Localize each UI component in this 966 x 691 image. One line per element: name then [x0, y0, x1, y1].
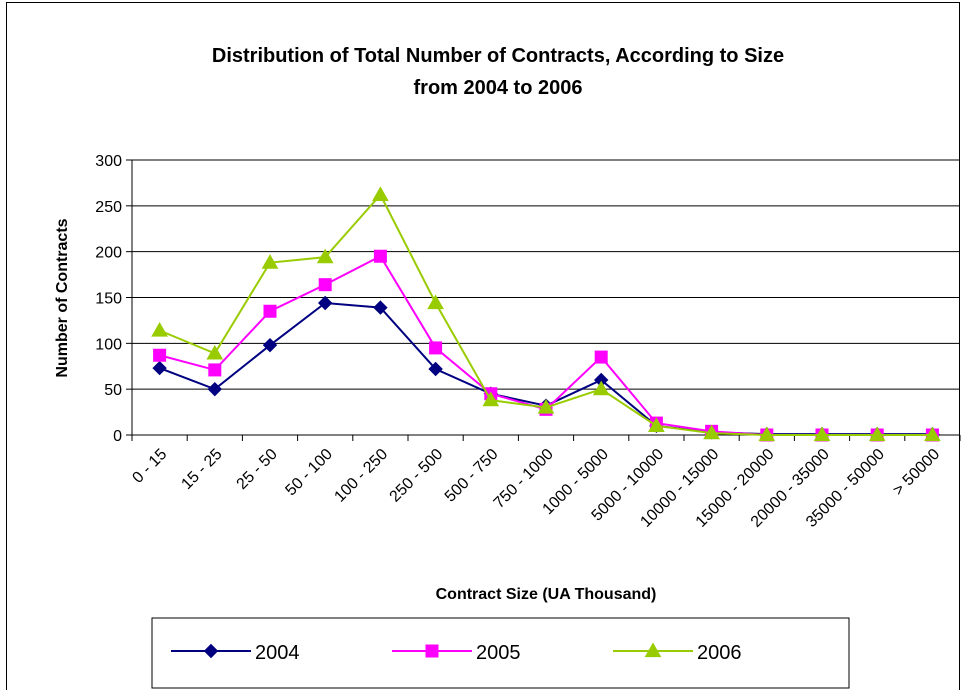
data-point-2006 — [813, 426, 831, 442]
data-point-2006 — [703, 424, 720, 440]
data-point-2005 — [373, 249, 387, 263]
data-point-2006 — [261, 254, 279, 269]
x-tick-label: 100 - 250 — [331, 446, 391, 506]
y-tick-label: 50 — [104, 382, 122, 399]
legend-marker-2006 — [644, 642, 662, 658]
data-point-2005 — [318, 278, 332, 292]
data-point-2006 — [206, 344, 224, 360]
legend-label-2006: 2006 — [697, 642, 742, 664]
data-point-2005 — [208, 363, 222, 377]
x-tick-label: 0 - 15 — [129, 446, 170, 487]
chart-title-line-2: from 2004 to 2006 — [414, 77, 583, 99]
data-point-2006 — [758, 426, 776, 442]
legend-marker-2005 — [425, 644, 439, 658]
data-point-2005 — [429, 341, 443, 355]
data-point-2005 — [594, 350, 608, 364]
y-tick-label: 150 — [95, 291, 122, 308]
legend-label-2004: 2004 — [255, 642, 300, 664]
x-tick-label: 25 - 50 — [234, 446, 281, 493]
data-point-2006 — [151, 321, 168, 337]
data-point-2006 — [537, 398, 555, 414]
axes: 0 50 100 150 200 250 300 0 - 15 15 - 25 25 - 50 50… — [95, 153, 961, 531]
data-point-2006 — [427, 294, 444, 310]
x-tick-label: 15 - 25 — [178, 446, 225, 493]
series-group — [151, 186, 941, 442]
series-2004 — [152, 295, 940, 442]
data-point-2006 — [648, 417, 665, 432]
x-tick-label: 250 - 500 — [387, 446, 447, 506]
legend-marker-2004 — [203, 643, 219, 659]
legend-box — [151, 617, 850, 689]
data-point-2006 — [482, 391, 500, 407]
data-point-2004 — [207, 381, 223, 397]
chart-title-line-1: Distribution of Total Number of Contract… — [212, 45, 784, 67]
x-axis-title: Contract Size (UA Thousand) — [436, 586, 657, 603]
data-point-2006 — [924, 426, 941, 442]
y-tick-label: 100 — [95, 336, 122, 353]
chart-frame — [6, 2, 960, 690]
y-tick-label: 250 — [95, 199, 122, 216]
data-point-2004 — [428, 361, 443, 377]
data-point-2004 — [262, 337, 278, 353]
data-point-2006 — [316, 248, 334, 264]
data-point-2004 — [152, 360, 167, 376]
x-tick-label: > 50000 — [890, 446, 943, 499]
data-point-2005 — [263, 304, 277, 318]
legend-label-2005: 2005 — [476, 642, 521, 664]
gridlines — [132, 159, 960, 390]
y-tick-label: 200 — [95, 245, 122, 262]
data-point-2006 — [372, 186, 389, 201]
y-axis-title: Number of Contracts — [54, 218, 71, 377]
data-point-2006 — [592, 380, 610, 396]
series-2006 — [151, 186, 941, 442]
data-point-2004 — [373, 300, 388, 315]
y-tick-label: 0 — [113, 428, 122, 445]
y-tick-label: 300 — [95, 153, 122, 170]
x-tick-label: 50 - 100 — [282, 446, 336, 500]
legend: 2004 2005 2006 — [151, 617, 850, 689]
data-point-2006 — [868, 426, 886, 442]
data-point-2005 — [153, 348, 167, 362]
data-point-2004 — [317, 295, 333, 311]
